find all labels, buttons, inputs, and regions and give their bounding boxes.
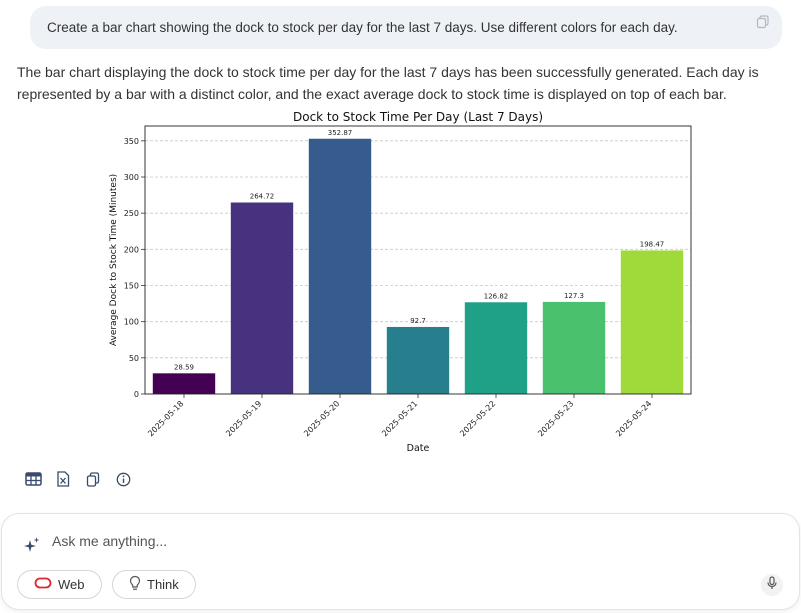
response-action-bar [24, 470, 132, 488]
bar [620, 250, 684, 394]
y-axis-label: Average Dock to Stock Time (Minutes) [109, 174, 119, 346]
web-toggle-button[interactable]: Web [17, 570, 102, 599]
y-tick-label: 200 [124, 245, 139, 254]
copy-icon[interactable] [84, 470, 102, 488]
microphone-button[interactable] [761, 574, 783, 596]
bar [308, 138, 372, 394]
y-tick-label: 50 [129, 354, 139, 363]
value-label: 352.87 [328, 129, 353, 137]
x-tick-label: 2025-05-18 [146, 399, 185, 438]
y-tick-label: 0 [134, 390, 139, 399]
value-label: 127.3 [564, 292, 584, 300]
user-message-bubble: Create a bar chart showing the dock to s… [30, 6, 782, 49]
excel-icon[interactable] [54, 470, 72, 488]
bar [464, 302, 528, 394]
prompt-input[interactable] [52, 528, 732, 554]
x-tick-label: 2025-05-24 [614, 399, 653, 438]
x-tick-label: 2025-05-21 [380, 399, 419, 438]
copy-icon[interactable] [756, 15, 770, 29]
dock-to-stock-chart: 0 50 100 150 200 250 300 350 28.59 2025-05-18 264.… [100, 106, 700, 456]
y-tick-label: 250 [124, 209, 139, 218]
x-tick-label: 2025-05-22 [458, 399, 497, 438]
sparkle-icon [23, 536, 41, 554]
microphone-icon [766, 575, 778, 595]
y-tick-label: 100 [124, 318, 139, 327]
web-label: Web [58, 577, 85, 592]
bar [230, 202, 294, 394]
value-label: 198.47 [640, 240, 665, 248]
web-icon [34, 577, 52, 592]
y-tick-label: 350 [124, 137, 139, 146]
info-icon[interactable] [114, 470, 132, 488]
think-label: Think [147, 577, 179, 592]
x-tick-label: 2025-05-19 [224, 399, 263, 438]
x-tick-label: 2025-05-23 [536, 399, 575, 438]
think-toggle-button[interactable]: Think [112, 570, 196, 599]
value-label: 264.72 [250, 193, 275, 201]
x-tick-label: 2025-05-20 [302, 399, 341, 438]
x-axis-label: Date [407, 443, 430, 454]
user-message-text: Create a bar chart showing the dock to s… [47, 20, 678, 35]
bar [152, 373, 216, 394]
bar [386, 326, 450, 394]
bar-chart-svg: 0 50 100 150 200 250 300 350 28.59 2025-05-18 264.… [109, 110, 692, 454]
y-tick-label: 150 [124, 281, 139, 290]
assistant-response: The bar chart displaying the dock to sto… [17, 64, 759, 102]
value-label: 92.7 [410, 317, 426, 325]
value-label: 28.59 [174, 363, 194, 371]
lightbulb-icon [129, 575, 141, 594]
value-label: 126.82 [484, 292, 509, 300]
y-tick-label: 300 [124, 173, 139, 182]
bar [542, 301, 606, 394]
plot-frame [144, 125, 692, 395]
chat-composer: Web Think [1, 513, 800, 610]
chart-title: Dock to Stock Time Per Day (Last 7 Days) [293, 110, 543, 124]
table-icon[interactable] [24, 470, 42, 488]
